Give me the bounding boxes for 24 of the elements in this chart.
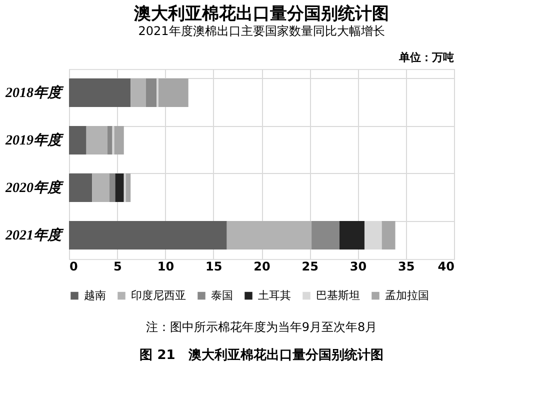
legend-label: 土耳其 xyxy=(258,288,291,302)
x-tick-label: 0 xyxy=(70,260,78,274)
y-tick-label: 2018年度 xyxy=(4,84,64,101)
x-tick-label: 15 xyxy=(206,260,222,274)
legend-label: 泰国 xyxy=(211,288,233,302)
legend-label: 越南 xyxy=(84,288,106,302)
y-tick-label: 2020年度 xyxy=(4,178,64,196)
text: 单位：万吨 xyxy=(398,51,454,64)
x-tick-label: 35 xyxy=(398,260,415,274)
legend-label: 孟加拉国 xyxy=(385,288,429,302)
y-tick-label: 2021年度 xyxy=(4,226,64,244)
x-tick-label: 5 xyxy=(113,260,122,274)
caption: 图 21 澳大利亚棉花出口量分国别统计图 xyxy=(140,347,384,363)
chart-title: 澳大利亚棉花出口量分国别统计图 xyxy=(133,4,389,23)
x-tick-label: 20 xyxy=(254,260,270,274)
legend-label: 巴基斯坦 xyxy=(316,288,360,302)
y-tick-label: 2019年度 xyxy=(4,131,64,148)
text: 注：图中所示棉花年度为当年9月至次年8月 xyxy=(146,320,378,334)
legend-label: 印度尼西亚 xyxy=(131,288,186,302)
chart-subtitle: 2021年度澳棉出口主要国家数量同比大幅增长 xyxy=(138,24,385,38)
x-tick-label: 30 xyxy=(350,260,367,274)
x-tick-label: 25 xyxy=(302,260,318,274)
x-tick-label: 40 xyxy=(438,260,454,274)
x-tick-label: 10 xyxy=(157,260,174,274)
